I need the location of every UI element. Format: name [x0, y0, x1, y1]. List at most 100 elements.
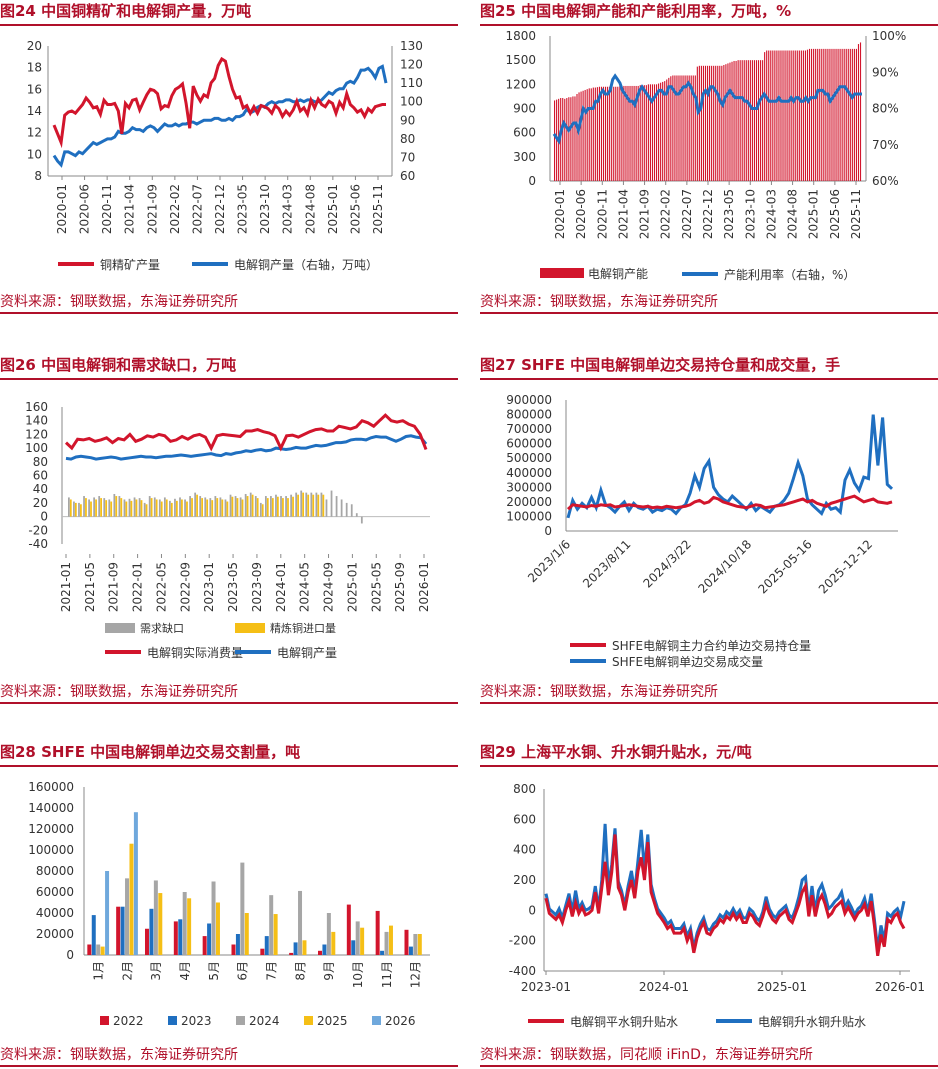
x-tick-label: 2024-01 — [639, 980, 689, 994]
y-tick-label: 40 — [33, 482, 48, 496]
capacity-bar — [592, 87, 594, 181]
y-tick-label: 16 — [27, 82, 42, 96]
capacity-bar — [859, 42, 862, 181]
x-tick-label: 2023-09 — [250, 562, 264, 612]
figure-title: 图29 上海平水铜、升水铜升贴水，元/吨 — [480, 741, 938, 767]
import-bar — [160, 501, 163, 517]
capacity-bar — [729, 62, 731, 182]
delivery-bar-2025 — [302, 940, 307, 955]
demand-gap-bar — [275, 494, 277, 517]
import-bar — [216, 498, 219, 517]
legend-rect-swatch — [304, 1016, 313, 1025]
capacity-bar — [751, 60, 753, 181]
legend-label: 2026 — [385, 1014, 416, 1028]
capacity-bar — [857, 44, 860, 181]
capacity-bar — [651, 84, 654, 181]
y-tick-label: 60000 — [36, 885, 74, 899]
delivery-bar-2022 — [231, 944, 236, 955]
x-tick-label: 2021-09 — [145, 184, 159, 234]
capacity-bar — [653, 84, 656, 181]
capacity-bar — [825, 48, 827, 182]
y-tick-label: 200 — [513, 873, 536, 887]
y-tick-label: -40 — [28, 537, 48, 551]
y-tick-label: 900 — [513, 102, 536, 116]
delivery-bar-2022 — [116, 906, 121, 955]
demand-gap-bar — [310, 492, 313, 517]
x-tick-label: 2025-06 — [828, 189, 842, 239]
capacity-bar — [596, 87, 598, 181]
y-tick-label: 0 — [544, 524, 552, 538]
y-tick-label: 60 — [400, 169, 415, 183]
capacity-bar — [694, 75, 696, 181]
demand-gap-bar — [83, 496, 85, 517]
demand-gap-bar — [88, 499, 90, 517]
import-bar — [140, 500, 143, 517]
source-note: 资料来源：钢联数据，同花顺 iFinD，东海证券研究所 — [480, 1045, 938, 1067]
y-tick-label: 0 — [528, 903, 536, 917]
delivery-bar-2025 — [158, 893, 163, 955]
figure-title: 图27 SHFE 中国电解铜单边交易持仓量和成交量，手 — [480, 354, 938, 380]
import-bar — [95, 499, 97, 517]
capacity-bar — [655, 84, 658, 181]
import-bar — [186, 501, 188, 517]
demand-gap-bar — [264, 496, 267, 517]
capacity-bar — [700, 65, 702, 181]
delivery-bar-2023 — [235, 934, 240, 955]
demand-gap-bar — [169, 500, 171, 517]
demand-gap-bar — [295, 492, 298, 517]
y-tick-label: 80 — [33, 455, 48, 469]
capacity-bar — [664, 81, 666, 181]
series-line-open-interest — [566, 494, 893, 511]
delivery-bar-2025 — [100, 946, 105, 955]
x-tick-label: 2025-05 — [369, 562, 383, 612]
legend-label: 2023 — [181, 1014, 212, 1028]
x-tick-label: 2020-06 — [78, 184, 92, 234]
capacity-bar — [792, 50, 794, 181]
capacity-bar — [784, 50, 786, 181]
delivery-bar-2024 — [413, 934, 418, 955]
delivery-bar-2024 — [355, 921, 360, 955]
delivery-bar-2023 — [120, 906, 125, 955]
chart-29: -400 -200 0 200 400 600 800 2023-01 2024-01 2025-… — [509, 782, 925, 1029]
delivery-bar-2024 — [211, 881, 216, 955]
import-bar — [307, 494, 310, 517]
demand-gap-bar — [270, 496, 272, 517]
demand-gap-bar — [68, 497, 70, 517]
import-bar — [211, 500, 214, 517]
y-tick-label: -200 — [509, 934, 536, 948]
capacity-bar — [721, 65, 723, 181]
delivery-bar-2025 — [244, 913, 249, 955]
capacity-bar — [811, 48, 813, 182]
y-tick-label: 120000 — [28, 822, 74, 836]
source-note: 资料来源：钢联数据，东海证券研究所 — [0, 1045, 458, 1067]
y-tick-label: 600 — [513, 812, 536, 826]
capacity-bar — [635, 85, 637, 181]
y-tick-label: 700000 — [506, 422, 552, 436]
delivery-bar-2022 — [87, 944, 92, 955]
y-tick-label: 18 — [27, 61, 42, 75]
capacity-bar — [637, 85, 639, 181]
x-tick-label: 2023/8/11 — [580, 537, 633, 590]
import-bar — [226, 501, 229, 517]
capacity-bar — [613, 86, 615, 181]
import-bar — [201, 498, 204, 517]
delivery-bar-2022 — [289, 952, 294, 955]
import-bar — [85, 498, 87, 517]
capacity-bar — [627, 85, 629, 181]
x-tick-label: 2024-03 — [281, 184, 295, 234]
capacity-bar — [772, 50, 774, 181]
x-tick-label: 2025-12-12 — [816, 537, 875, 596]
y-tick-label: 900000 — [506, 393, 552, 407]
capacity-bar — [819, 48, 821, 182]
x-tick-label: 2025-11 — [371, 184, 385, 234]
delivery-bar-2026 — [133, 812, 138, 955]
x-tick-label: 2025-05-16 — [756, 537, 815, 596]
import-bar — [317, 494, 320, 517]
demand-gap-bar — [73, 501, 75, 517]
capacity-bar — [662, 81, 664, 181]
import-bar — [302, 492, 305, 517]
y-tick-label: 100 — [400, 95, 423, 109]
demand-gap-bar — [153, 497, 156, 517]
import-bar — [115, 496, 118, 517]
demand-gap-bar — [113, 493, 116, 517]
